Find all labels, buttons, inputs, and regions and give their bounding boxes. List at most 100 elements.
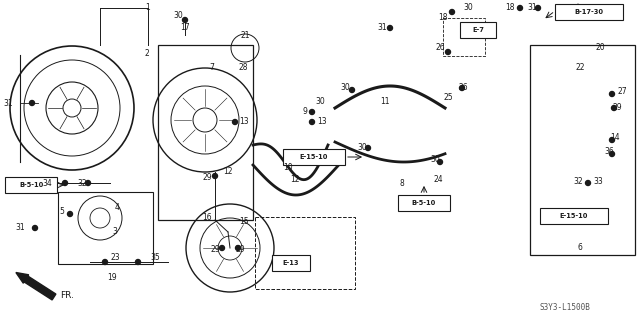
Text: 26: 26 [458,84,468,93]
Circle shape [449,10,454,14]
Text: 32: 32 [77,179,87,188]
Circle shape [438,160,442,165]
Text: 7: 7 [209,63,214,72]
Text: 25: 25 [443,93,453,102]
Circle shape [29,100,35,106]
Circle shape [460,85,465,91]
Circle shape [609,152,614,157]
Text: 30: 30 [315,98,325,107]
Circle shape [518,5,522,11]
Circle shape [365,145,371,151]
Bar [5,177,57,193]
Circle shape [310,120,314,124]
Text: 26: 26 [435,43,445,53]
Circle shape [67,211,72,217]
Text: 31: 31 [3,99,13,108]
Text: 15: 15 [239,218,249,226]
Bar [255,217,355,289]
Bar [158,45,253,220]
Text: 28: 28 [238,63,248,71]
Circle shape [445,49,451,55]
Text: 8: 8 [399,179,404,188]
Text: 29: 29 [235,246,245,255]
Text: 33: 33 [593,177,603,187]
Text: 21: 21 [240,32,250,41]
Text: 2: 2 [145,49,149,58]
Circle shape [611,106,616,110]
FancyArrow shape [16,272,56,300]
Text: 10: 10 [283,164,293,173]
Bar [398,195,450,211]
Bar [530,45,635,255]
Text: 18: 18 [505,4,515,12]
Circle shape [63,181,67,186]
Text: B-17-30: B-17-30 [575,9,604,15]
Text: 3: 3 [113,227,117,236]
Text: 17: 17 [180,24,190,33]
Text: 9: 9 [303,108,307,116]
Circle shape [536,5,541,11]
Text: 29: 29 [202,174,212,182]
Bar [555,4,623,20]
Circle shape [182,18,188,23]
Text: 18: 18 [438,13,448,23]
Circle shape [102,259,108,264]
Text: B-5-10: B-5-10 [412,200,436,206]
Text: E-15-10: E-15-10 [300,154,328,160]
Bar [460,22,496,38]
Text: 20: 20 [595,43,605,53]
Bar [283,149,345,165]
Text: 31: 31 [527,4,537,12]
Text: 4: 4 [115,203,120,211]
Text: 12: 12 [223,167,233,176]
Text: E-13: E-13 [283,260,300,266]
Text: 35: 35 [150,254,160,263]
Circle shape [220,246,225,250]
Text: E-7: E-7 [472,27,484,33]
Text: 27: 27 [617,87,627,97]
Circle shape [609,92,614,97]
Text: 5: 5 [60,207,65,217]
Text: 16: 16 [202,213,212,222]
Circle shape [586,181,591,186]
Text: 12: 12 [291,175,300,184]
Text: 34: 34 [42,179,52,188]
Circle shape [387,26,392,31]
Text: 30: 30 [357,144,367,152]
Text: 32: 32 [573,177,583,187]
Bar [272,255,310,271]
Text: 30: 30 [173,11,183,20]
Text: S3Y3-L1500B: S3Y3-L1500B [540,303,591,313]
Bar [443,18,485,56]
Circle shape [232,120,237,124]
Bar [540,208,608,224]
Text: FR.: FR. [60,291,74,300]
Text: 30: 30 [340,84,350,93]
Text: 31: 31 [377,24,387,33]
Text: 13: 13 [239,117,249,127]
Circle shape [349,87,355,93]
Text: 23: 23 [110,254,120,263]
Circle shape [310,109,314,115]
Text: 22: 22 [575,63,585,72]
Circle shape [236,246,241,250]
Bar [58,192,153,264]
Circle shape [86,181,90,186]
Text: 30: 30 [430,155,440,165]
Circle shape [136,259,141,264]
Text: 6: 6 [577,243,582,253]
Text: B-5-10: B-5-10 [19,182,43,188]
Text: 11: 11 [380,98,390,107]
Text: 19: 19 [107,273,117,283]
Text: 14: 14 [610,133,620,143]
Circle shape [609,137,614,143]
Circle shape [33,226,38,231]
Text: 29: 29 [210,246,220,255]
Text: 13: 13 [317,117,327,127]
Text: 30: 30 [463,4,473,12]
Text: 31: 31 [15,224,25,233]
Text: 36: 36 [604,147,614,157]
Text: 1: 1 [146,3,150,11]
Circle shape [212,174,218,179]
Text: 24: 24 [433,175,443,184]
